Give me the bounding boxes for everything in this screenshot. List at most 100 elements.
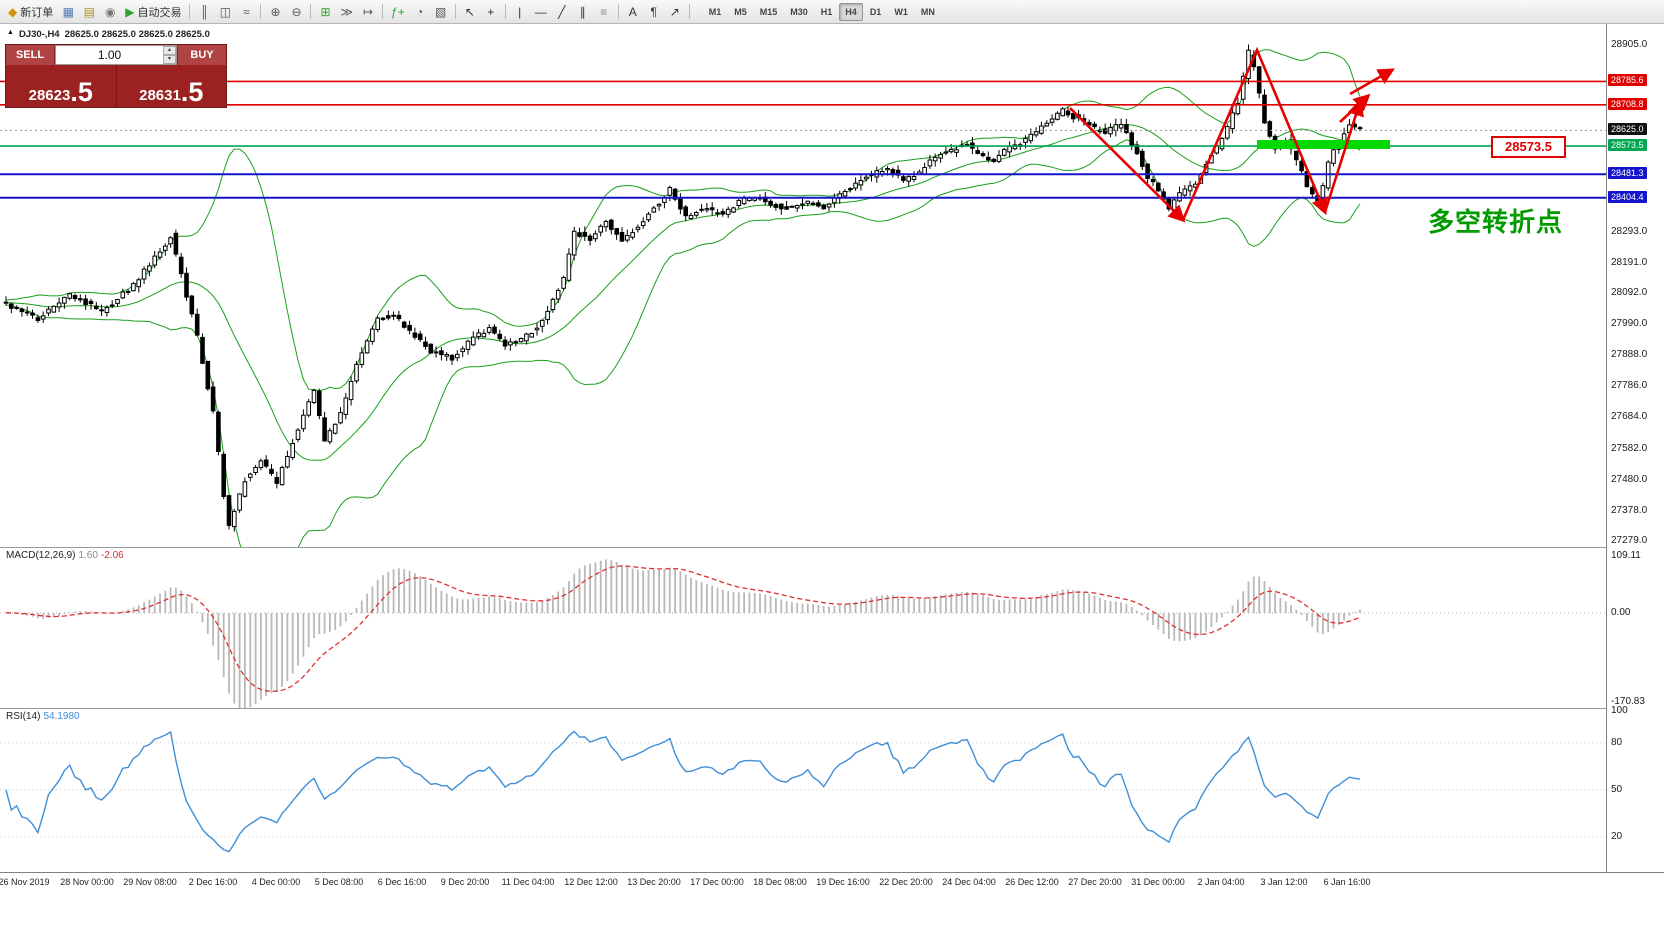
auto-trading-button[interactable]: ▶ 自动交易 [121,2,185,22]
trendline-icon[interactable]: ╱ [552,2,572,22]
templates-icon[interactable]: ▧ [431,2,451,22]
time-axis-label: 3 Jan 12:00 [1260,877,1308,887]
time-axis-label: 26 Nov 2019 [0,877,50,887]
price-scale-label: 27582.0 [1611,442,1648,454]
chart-shift-icon[interactable]: ↦ [358,2,378,22]
trend-arrows[interactable] [1069,46,1395,223]
periods-icon[interactable]: ◔ [410,2,430,22]
candlestick-series [3,44,1363,532]
macd-scale-label: -170.83 [1611,695,1645,707]
line-chart-icon[interactable]: ≈ [236,2,256,22]
timeframe-m5[interactable]: M5 [728,3,753,21]
toolbar-button-group: ◆ 新订单 ▦ ▤ ◉ ▶ 自动交易 ║ ◫ ≈ ⊕ ⊖ ⊞ ≫ ↦ ƒ+ ◔ ▧ ↖ + | — ╱ ∥ ≡ A ¶ ↗ [4,2,693,22]
price-scale-label: 27279.0 [1611,535,1648,546]
timeframe-w1[interactable]: W1 [888,3,914,21]
time-axis-label: 11 Dec 04:00 [501,877,555,887]
toolbar-separator [617,4,619,19]
candlestick-chart-icon[interactable]: ◫ [215,2,235,22]
time-axis-label: 28 Nov 00:00 [60,877,114,887]
volume-down-button[interactable]: ▾ [163,55,176,64]
text-icon[interactable]: A [623,2,643,22]
timeframe-mn[interactable]: MN [915,3,941,21]
buy-price[interactable]: 28631.5 [115,65,227,107]
volume-spinner[interactable]: 1.00 ▴ ▾ [55,45,177,65]
order-panel-top-row: SELL 1.00 ▴ ▾ BUY [6,45,226,65]
toolbar-separator [260,4,262,19]
bar-chart-icon[interactable]: ║ [194,2,214,22]
macd-scale-label: 109.11 [1611,550,1641,562]
new-order-button[interactable]: ◆ 新订单 [4,2,57,22]
highlight-zone[interactable] [1257,140,1390,149]
macd-indicator-label: MACD(12,26,9) 1.60 -2.06 [6,550,124,561]
sell-price[interactable]: 28623.5 [6,65,116,107]
chart-canvas[interactable] [0,24,1664,948]
macd-signal-line [5,565,1361,692]
rsi-scale-label: 20 [1611,830,1623,842]
timeframe-h1[interactable]: H1 [815,3,839,21]
price-scale-label: 27786.0 [1611,380,1648,392]
chart-window-icon[interactable]: ▦ [58,2,78,22]
price-scale[interactable]: 28905.0 28293.0 28191.0 28092.0 27990.0 27888… [1606,24,1664,872]
channel-icon[interactable]: ∥ [573,2,593,22]
sell-price-main: 28623 [28,87,71,104]
time-axis-label: 18 Dec 08:00 [753,877,807,887]
support-line-28481-scale-label: 28481.3 [1608,167,1647,180]
time-axis-label: 12 Dec 12:00 [564,877,618,887]
periods-icon-glyph: ◔ [416,4,424,19]
auto-scroll-icon[interactable]: ≫ [336,2,357,22]
zoom-out-icon[interactable]: ⊖ [286,2,306,22]
volume-up-button[interactable]: ▴ [163,46,176,55]
tile-windows-icon[interactable]: ⊞ [315,2,335,22]
price-scale-label: 28092.0 [1611,287,1648,298]
profile-icon[interactable]: ▤ [79,2,99,22]
bollinger-bands [5,49,1361,547]
label-icon[interactable]: ¶ [644,2,664,22]
timeframe-h4[interactable]: H4 [839,2,863,21]
volume-value[interactable]: 1.00 [97,48,122,62]
alerts-icon[interactable]: ◉ [100,2,120,22]
vertical-line-icon[interactable]: | [510,2,530,22]
fibonacci-icon[interactable]: ≡ [594,2,614,22]
auto-trading-button-label: 自动交易 [137,6,182,19]
horizontal-line-icon[interactable]: — [531,2,551,22]
arrows-icon-glyph: ↗ [669,4,680,19]
time-axis-label: 27 Dec 20:00 [1068,877,1122,887]
time-axis-label: 4 Dec 00:00 [251,877,301,887]
crosshair-icon[interactable]: + [481,2,501,22]
turning-point-annotation[interactable]: 多空转折点 [1428,207,1564,237]
zoom-out-icon-glyph: ⊖ [291,4,302,19]
label-icon-glyph: ¶ [650,4,657,19]
chart-symbol-period: DJ30-,H4 [18,29,60,40]
macd-scale-label: 0.00 [1611,607,1631,618]
order-panel-prices: 28623.5 28631.5 [6,65,226,107]
price-scale-label: 27378.0 [1611,504,1648,516]
toolbar-separator [688,4,690,19]
indicators-icon[interactable]: ƒ+ [387,2,409,22]
cursor-icon-glyph: ↖ [464,4,475,19]
time-axis-label: 9 Dec 20:00 [440,877,490,887]
price-scale-label: 28191.0 [1611,256,1648,268]
price-scale-label: 28293.0 [1611,225,1648,237]
timeframe-m1[interactable]: M1 [703,3,728,21]
rsi-scale-label: 50 [1611,783,1623,795]
time-axis[interactable]: 26 Nov 2019 28 Nov 00:00 29 Nov 08:00 2 Dec… [0,872,1664,948]
fibonacci-icon-glyph: ≡ [600,4,608,19]
price-scale-label: 28905.0 [1611,39,1648,50]
timeframe-m30[interactable]: M30 [784,3,814,21]
alerts-icon-glyph: ◉ [104,4,116,19]
volume-spin-buttons: ▴ ▾ [163,46,176,64]
rsi-value: 54.1980 [43,711,80,722]
zoom-in-icon[interactable]: ⊕ [265,2,285,22]
sell-button[interactable]: SELL [6,45,55,65]
pivot-line-28573-scale-label: 28573.5 [1608,139,1647,152]
time-axis-label: 5 Dec 08:00 [314,877,364,887]
buy-button[interactable]: BUY [177,45,226,65]
price-callout[interactable]: 28573.5 [1491,136,1566,158]
arrows-icon[interactable]: ↗ [665,2,685,22]
timeframe-m15[interactable]: M15 [754,3,784,21]
chart-window[interactable]: ▲ DJ30-,H4 28625.0 28625.0 28625.0 28625… [0,24,1664,948]
timeframe-toolbar: M1 M5 M15 M30 H1 H4 D1 W1 MN [703,2,941,21]
cursor-icon[interactable]: ↖ [460,2,480,22]
current-price-line-scale-label: 28625.0 [1608,123,1647,136]
timeframe-d1[interactable]: D1 [864,3,888,21]
